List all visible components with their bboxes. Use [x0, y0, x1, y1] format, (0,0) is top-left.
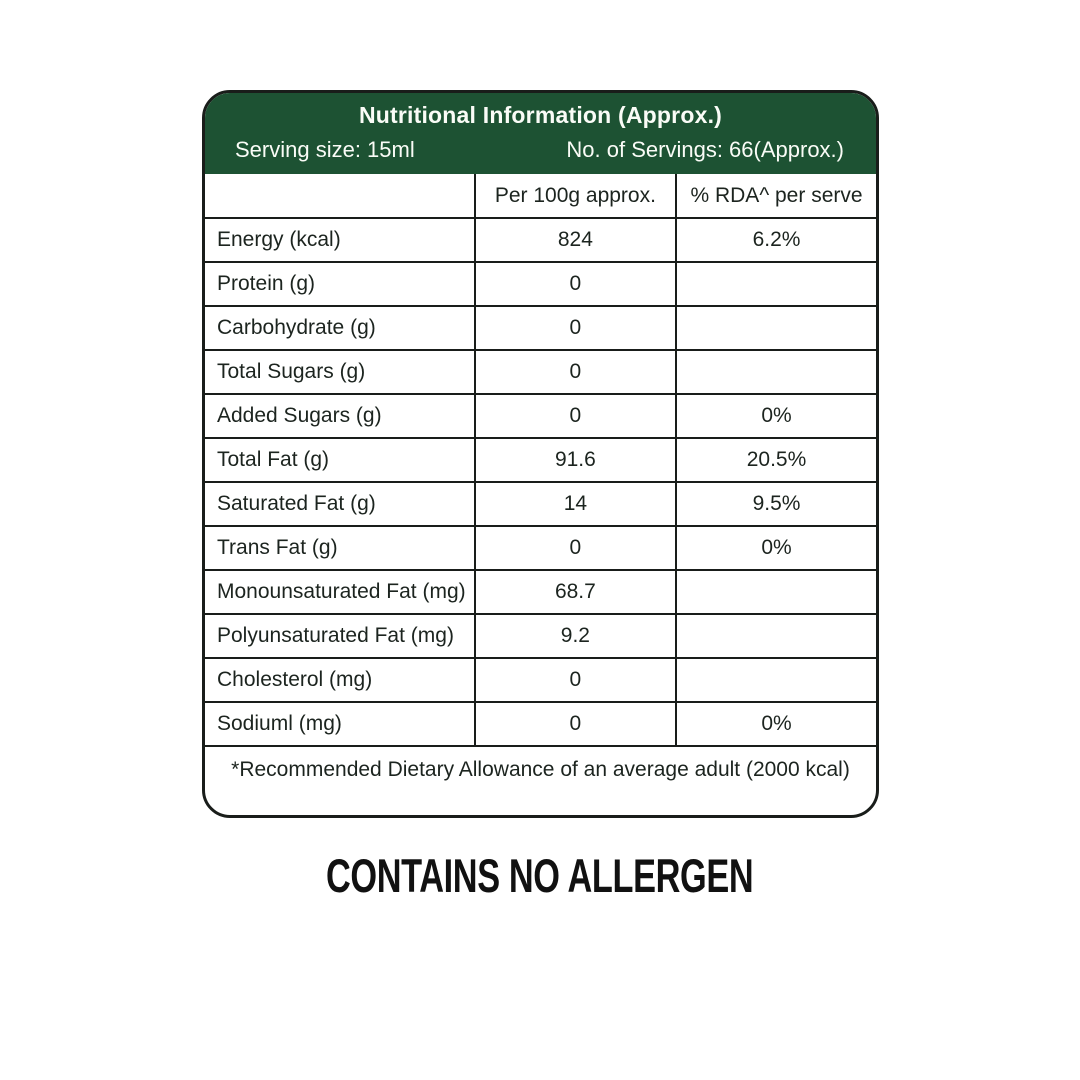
nutrient-label: Monounsaturated Fat (mg) [205, 569, 476, 615]
per-100g-value: 91.6 [473, 437, 678, 483]
column-header-nutrient [205, 174, 476, 219]
per-100g-value: 0 [473, 657, 678, 703]
column-header-per100: Per 100g approx. [473, 174, 678, 219]
per-100g-value: 0 [473, 701, 678, 747]
rda-percent-value: 6.2% [675, 217, 876, 263]
rda-footnote: *Recommended Dietary Allowance of an ave… [205, 745, 876, 792]
column-header-rda: % RDA^ per serve [675, 174, 876, 219]
per-100g-value: 68.7 [473, 569, 678, 615]
per-100g-value: 0 [473, 393, 678, 439]
rda-percent-value: 0% [675, 393, 876, 439]
table-row: Total Sugars (g) 0 [205, 349, 876, 395]
nutrient-label: Trans Fat (g) [205, 525, 476, 571]
rda-percent-value [675, 613, 876, 659]
serving-size-text: Serving size: 15ml [235, 137, 415, 162]
rda-percent-value [675, 261, 876, 307]
rda-percent-value: 0% [675, 701, 876, 747]
table-row: Energy (kcal) 824 6.2% [205, 217, 876, 263]
nutrition-card-header: Nutritional Information (Approx.) Servin… [205, 93, 876, 174]
rda-percent-value: 20.5% [675, 437, 876, 483]
per-100g-value: 14 [473, 481, 678, 527]
nutrient-label: Carbohydrate (g) [205, 305, 476, 351]
servings-count-text: No. of Servings: 66(Approx.) [566, 137, 844, 162]
rda-percent-value [675, 657, 876, 703]
nutrition-title: Nutritional Information (Approx.) [358, 102, 723, 128]
rda-percent-value: 0% [675, 525, 876, 571]
allergen-statement: CONTAINS NO ALLERGEN [0, 848, 1080, 903]
nutrient-label: Sodiuml (mg) [205, 701, 476, 747]
serving-info-row: Serving size: 15ml No. of Servings: 66(A… [205, 129, 876, 163]
nutrient-label: Protein (g) [205, 261, 476, 307]
table-row: Monounsaturated Fat (mg) 68.7 [205, 569, 876, 615]
nutrient-label: Energy (kcal) [205, 217, 476, 263]
table-row: Cholesterol (mg) 0 [205, 657, 876, 703]
per-100g-value: 9.2 [473, 613, 678, 659]
per-100g-value: 824 [473, 217, 678, 263]
nutrition-table-body: Per 100g approx. % RDA^ per serve Energy… [205, 174, 876, 792]
per-100g-value: 0 [473, 305, 678, 351]
rda-percent-value [675, 305, 876, 351]
table-row: Added Sugars (g) 0 0% [205, 393, 876, 439]
table-row: Sodiuml (mg) 0 0% [205, 701, 876, 747]
nutrition-facts-card: Nutritional Information (Approx.) Servin… [202, 90, 879, 818]
table-row: Polyunsaturated Fat (mg) 9.2 [205, 613, 876, 659]
per-100g-value: 0 [473, 261, 678, 307]
rda-percent-value: 9.5% [675, 481, 876, 527]
nutrient-label: Total Sugars (g) [205, 349, 476, 395]
allergen-statement-text: CONTAINS NO ALLERGEN [326, 849, 754, 902]
per-100g-value: 0 [473, 349, 678, 395]
rda-percent-value [675, 349, 876, 395]
table-row: Protein (g) 0 [205, 261, 876, 307]
table-row: Carbohydrate (g) 0 [205, 305, 876, 351]
table-row: Trans Fat (g) 0 0% [205, 525, 876, 571]
nutrient-label: Cholesterol (mg) [205, 657, 476, 703]
nutrient-label: Added Sugars (g) [205, 393, 476, 439]
nutrient-label: Total Fat (g) [205, 437, 476, 483]
nutrient-label: Saturated Fat (g) [205, 481, 476, 527]
nutrient-label: Polyunsaturated Fat (mg) [205, 613, 476, 659]
per-100g-value: 0 [473, 525, 678, 571]
rda-percent-value [675, 569, 876, 615]
table-row: Total Fat (g) 91.6 20.5% [205, 437, 876, 483]
nutrition-table: Per 100g approx. % RDA^ per serve Energy… [205, 174, 876, 792]
table-row: Saturated Fat (g) 14 9.5% [205, 481, 876, 527]
column-header-row: Per 100g approx. % RDA^ per serve [205, 174, 876, 219]
footnote-row: *Recommended Dietary Allowance of an ave… [205, 745, 876, 792]
